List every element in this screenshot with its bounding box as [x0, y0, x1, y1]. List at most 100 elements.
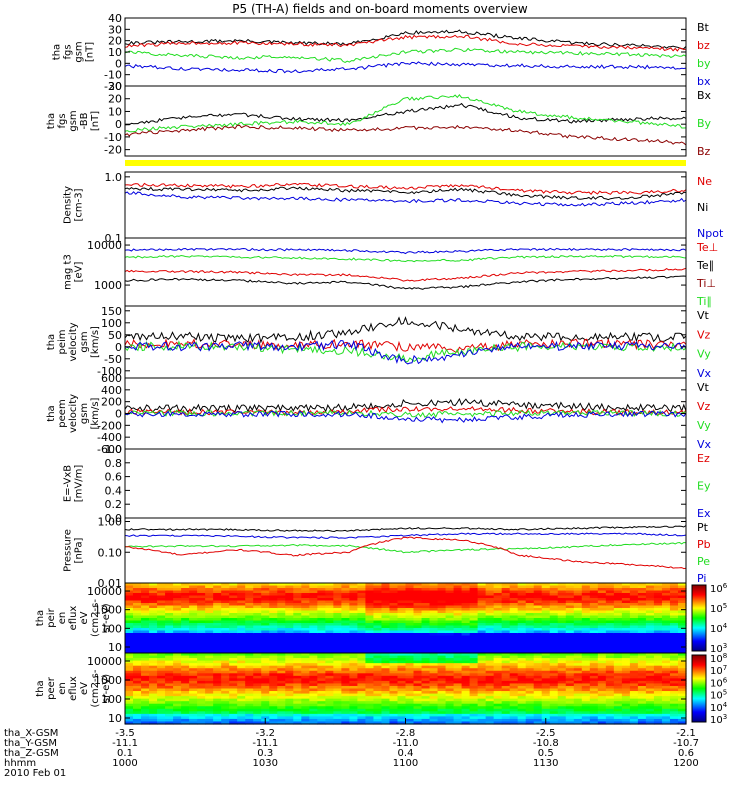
spectrogram-cell	[405, 590, 415, 594]
legend-entry: bx	[697, 75, 711, 88]
spectrogram-cell	[197, 708, 206, 712]
spectrogram-cell	[357, 683, 367, 687]
spectrogram-cell	[141, 663, 150, 667]
spectrogram-cell	[565, 680, 575, 685]
spectrogram-cell	[581, 648, 591, 652]
spectrogram-cell	[317, 598, 326, 602]
spectrogram-cell	[301, 660, 310, 664]
spectrogram-cell	[509, 638, 519, 642]
spectrogram-cell	[541, 691, 551, 695]
spectrogram-cell	[557, 593, 567, 597]
spectrogram-cell	[589, 645, 599, 649]
spectrogram-cell	[581, 600, 591, 604]
spectrogram-cell	[181, 598, 190, 602]
spectrogram-cell	[149, 630, 158, 634]
spectrogram-cell	[445, 618, 455, 622]
date-label: 2010 Feb 01	[4, 768, 66, 779]
spectrogram-cell	[541, 696, 551, 700]
spectrogram-cell	[549, 711, 559, 715]
spectrogram-cell	[317, 668, 326, 672]
spectrogram-cell	[565, 595, 575, 599]
spectrogram-cell	[381, 613, 391, 617]
spectrogram-cell	[621, 708, 631, 712]
spectrogram-cell	[477, 625, 487, 629]
spectrogram-cell	[301, 618, 310, 622]
series-Ti∥-line	[124, 275, 687, 290]
spectrogram-cell	[581, 635, 591, 639]
spectrogram-cell	[205, 618, 214, 622]
spectrogram-cell	[493, 678, 503, 682]
spectrogram-cell	[677, 683, 687, 687]
spectrogram-cell	[253, 711, 262, 715]
spectrogram-cell	[269, 713, 278, 717]
spectrogram-cell	[253, 678, 262, 682]
spectrogram-cell	[557, 708, 567, 712]
spectrogram-cell	[653, 618, 663, 622]
spectrogram-cell	[533, 675, 543, 679]
spectrogram-cell	[653, 630, 663, 634]
spectrogram-cell	[237, 696, 246, 700]
spectrogram-cell	[141, 711, 150, 715]
spectrogram-cell	[525, 630, 535, 634]
spectrogram-cell	[637, 648, 647, 652]
spectrogram-cell	[589, 583, 599, 587]
spectrogram-cell	[421, 658, 431, 662]
spectrogram-cell	[245, 620, 254, 624]
spectrogram-cell	[661, 658, 671, 662]
spectrogram-cell	[677, 721, 687, 725]
spectrogram-cell	[189, 613, 198, 617]
spectrogram-cell	[541, 588, 551, 592]
spectrogram-cell	[165, 595, 174, 599]
y-axis-label: (cm2-s-	[90, 599, 101, 637]
spectrogram-cell	[429, 633, 439, 637]
spectrogram-cell	[517, 638, 527, 642]
spectrogram-cell	[637, 696, 647, 700]
spectrogram-cell	[221, 640, 230, 644]
spectrogram-cell	[677, 590, 687, 594]
spectrogram-cell	[525, 668, 535, 672]
spectrogram-cell	[573, 683, 583, 687]
spectrogram-cell	[141, 668, 150, 672]
spectrogram-cell	[317, 673, 326, 677]
spectrogram-cell	[493, 643, 503, 647]
spectrogram-cell	[317, 678, 326, 682]
spectrogram-cell	[165, 618, 174, 622]
spectrogram-cell	[309, 698, 318, 702]
spectrogram-cell	[197, 660, 206, 664]
spectrogram-cell	[349, 685, 359, 690]
spectrogram-cell	[613, 653, 623, 657]
spectrogram-cell	[301, 625, 310, 629]
spectrogram-cell	[237, 603, 246, 607]
spectrogram-cell	[325, 663, 334, 667]
x-tick-label: -10.8	[533, 738, 559, 749]
spectrogram-cell	[373, 685, 383, 690]
spectrogram-cell	[365, 583, 375, 587]
spectrogram-cell	[381, 670, 391, 674]
spectrogram-cell	[237, 618, 246, 622]
spectrogram-cell	[669, 696, 679, 700]
spectrogram-cell	[173, 701, 182, 705]
spectrogram-cell	[525, 701, 535, 705]
spectrogram-cell	[565, 618, 575, 622]
spectrogram-cell	[589, 623, 599, 627]
spectrogram-cell	[189, 660, 198, 664]
spectrogram-cell	[573, 593, 583, 597]
spectrogram-cell	[637, 668, 647, 672]
spectrogram-cell	[565, 675, 575, 679]
spectrogram-cell	[653, 645, 663, 649]
spectrogram-cell	[469, 708, 479, 712]
spectrogram-cell	[629, 603, 639, 607]
spectrogram-cell	[309, 648, 318, 652]
spectrogram-cell	[405, 678, 415, 682]
spectrogram-cell	[541, 590, 551, 594]
spectrogram-cell	[413, 665, 423, 669]
spectrogram-cell	[333, 718, 342, 723]
spectrogram-cell	[189, 598, 198, 602]
spectrogram-cell	[621, 633, 631, 637]
spectrogram-cell	[589, 598, 599, 602]
spectrogram-cell	[141, 718, 150, 723]
spectrogram-cell	[317, 635, 326, 639]
spectrogram-cell	[277, 685, 286, 690]
spectrogram-cell	[557, 640, 567, 644]
spectrogram-cell	[173, 625, 182, 629]
